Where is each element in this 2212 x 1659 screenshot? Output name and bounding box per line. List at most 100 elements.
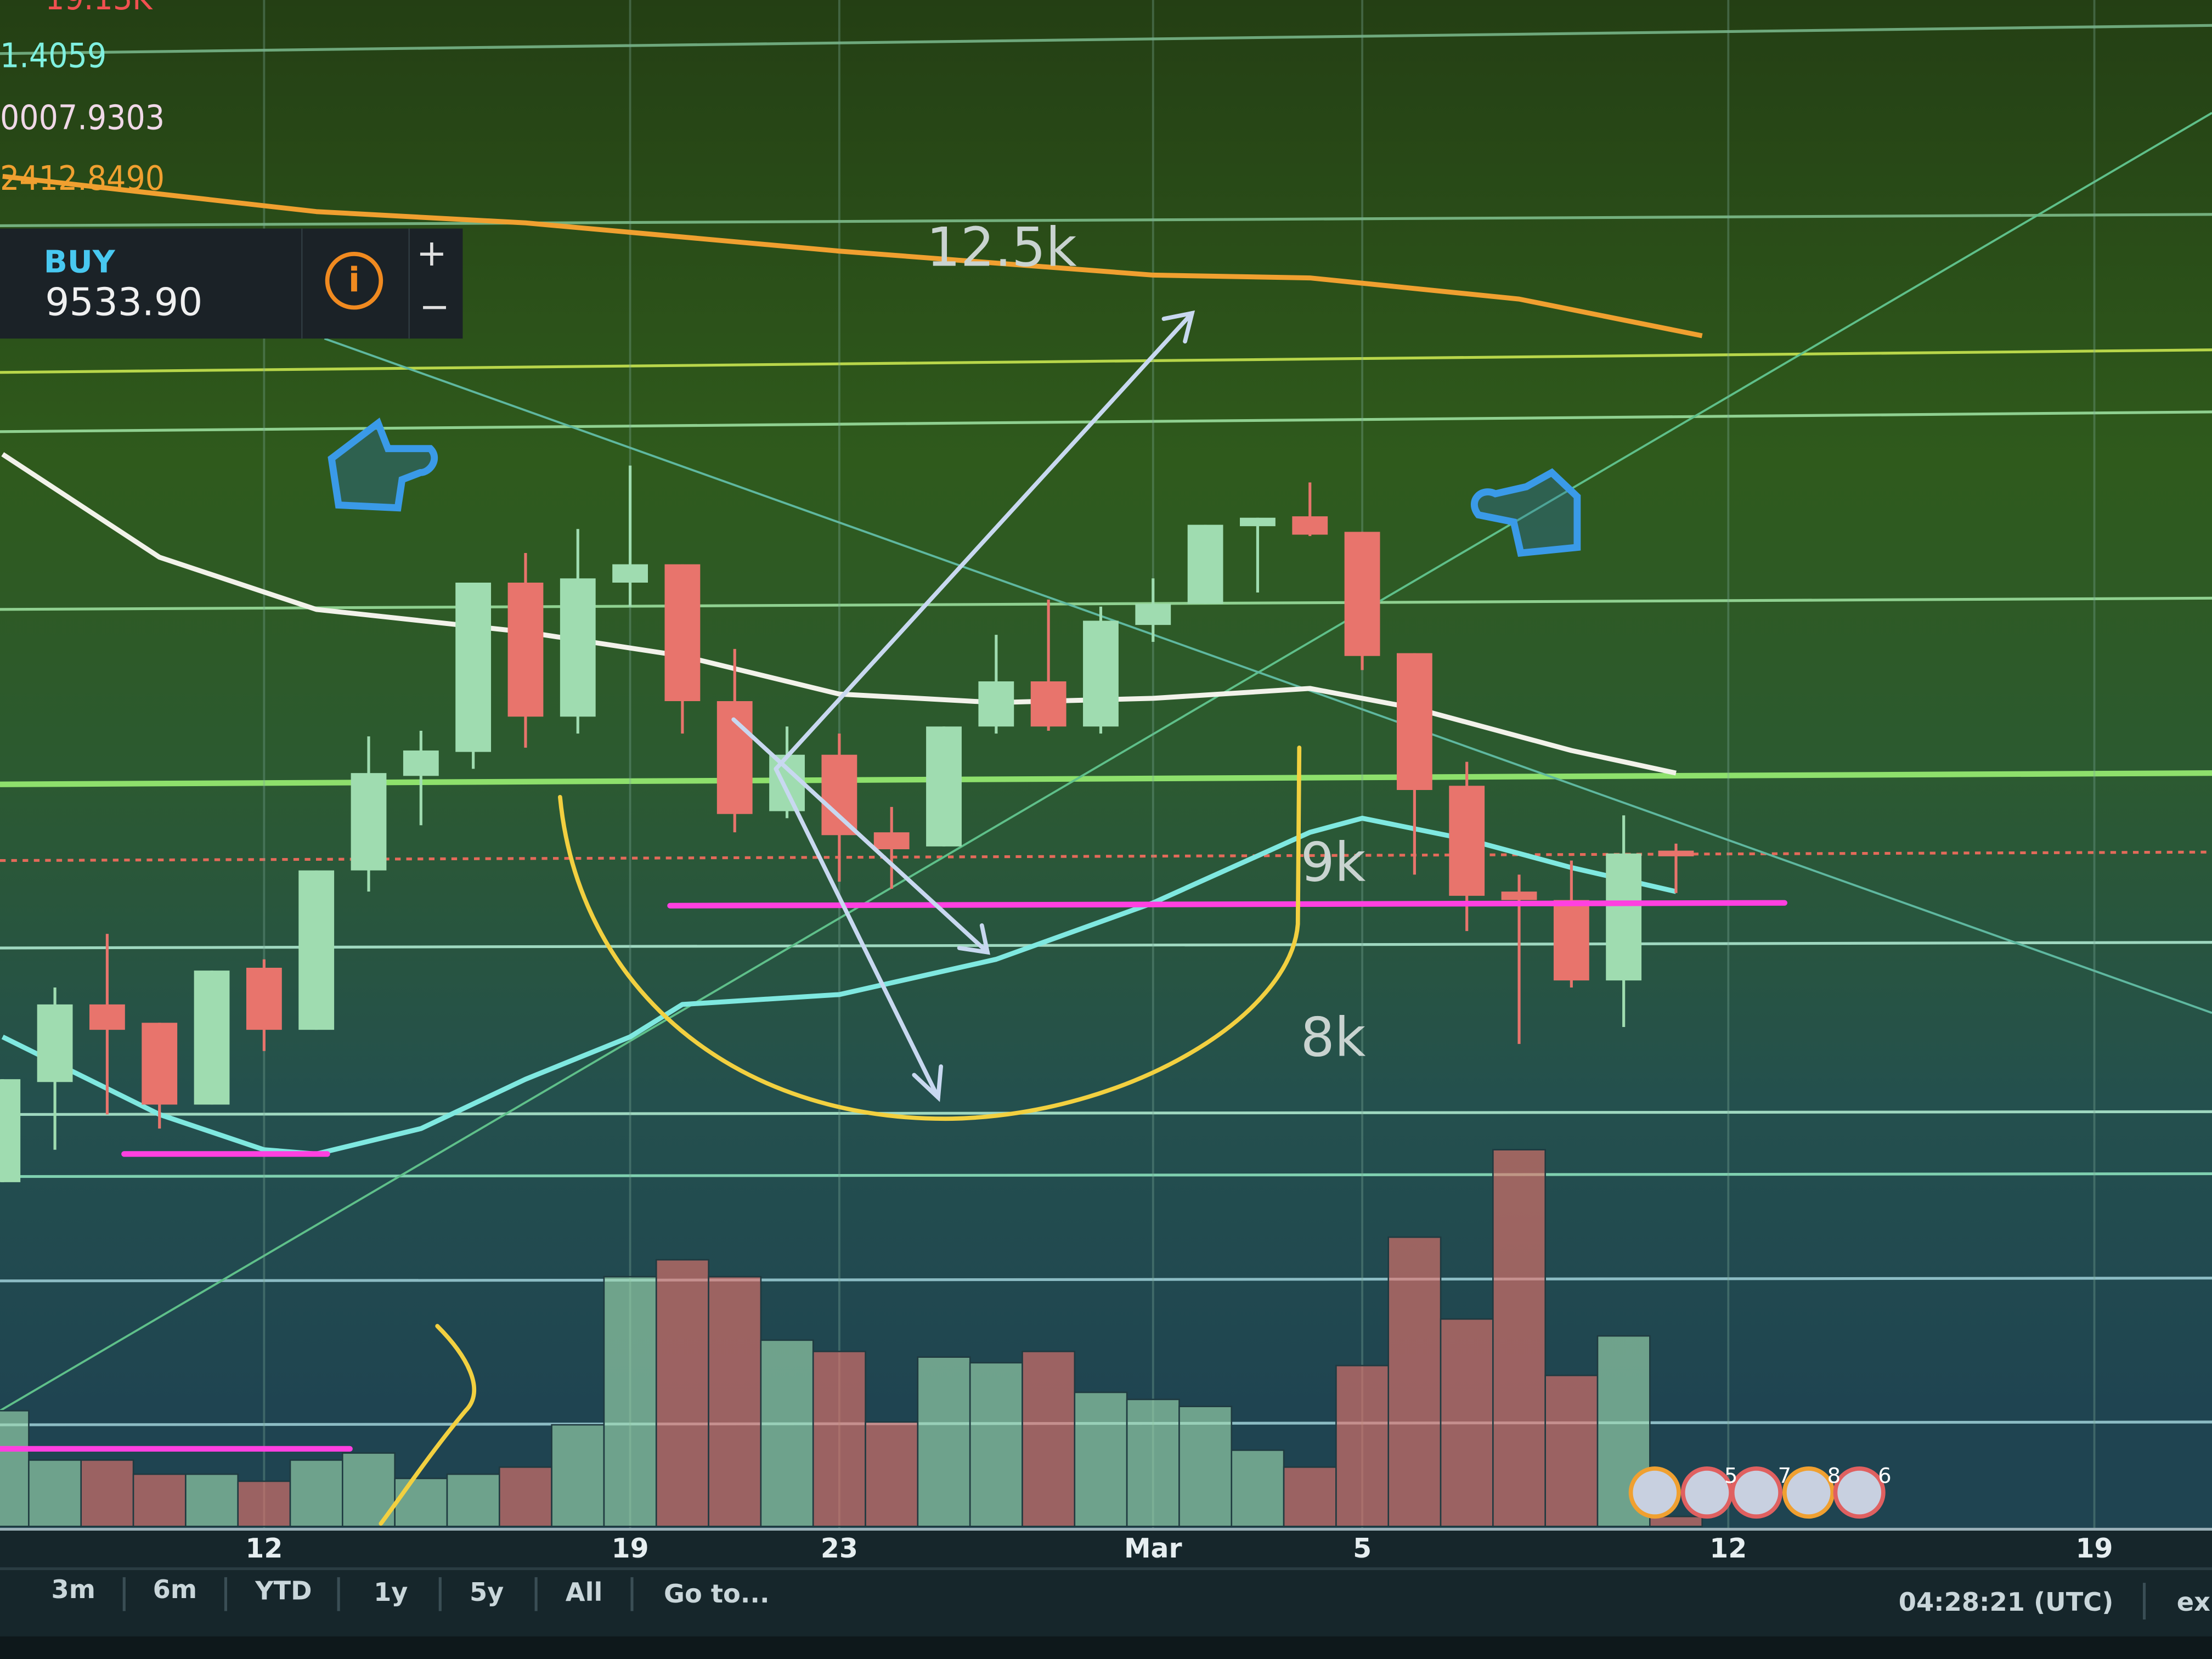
guide-line — [0, 941, 2212, 950]
order-side[interactable]: BUY — [44, 244, 116, 280]
info-icon: i — [348, 260, 360, 300]
candle-body — [1501, 891, 1537, 900]
arrow-head — [1161, 310, 1195, 344]
candle-body — [1396, 653, 1432, 790]
guide-line — [0, 1277, 2212, 1283]
candle-body — [1553, 900, 1589, 981]
candle-body — [455, 583, 492, 752]
volume-bar — [1074, 1391, 1128, 1527]
order-panel-box — [0, 228, 463, 339]
volume-bar — [0, 1410, 30, 1527]
moving-average — [1, 452, 1677, 776]
order-price: 9533.90 — [45, 280, 202, 324]
arrow-head — [957, 923, 990, 955]
arrow-head — [912, 1064, 944, 1102]
candle-body — [507, 583, 544, 717]
horizontal-lines — [0, 24, 2212, 1426]
candle-body — [612, 564, 648, 583]
candle-body — [1187, 524, 1223, 604]
candle-body — [1449, 786, 1485, 896]
guide-line — [0, 1110, 2212, 1116]
x-tick-label: 12 — [245, 1533, 283, 1564]
arrows — [731, 310, 1195, 1102]
guide-line — [0, 348, 2212, 374]
event-badges: 5 7 8 6 — [1628, 1464, 1892, 1519]
range-button[interactable]: 1y — [374, 1577, 408, 1607]
candle-body — [1606, 853, 1642, 981]
x-tick-label: 19 — [612, 1533, 649, 1564]
volume-bar — [185, 1473, 239, 1527]
trend-line — [0, 112, 2212, 1412]
indicator-value: 1.4059 — [0, 36, 106, 76]
volume-bar — [551, 1424, 605, 1527]
volume-bar — [603, 1276, 657, 1527]
range-button[interactable]: Go to... — [664, 1579, 770, 1609]
yellow-arc — [558, 746, 1302, 1121]
volume-bar — [1231, 1449, 1285, 1527]
volume-bar — [708, 1276, 762, 1527]
arrow — [774, 766, 940, 1100]
drawings — [0, 310, 1788, 1526]
range-button[interactable]: All — [566, 1577, 603, 1607]
range-button[interactable]: YTD — [255, 1576, 312, 1606]
range-button[interactable]: 6m — [153, 1575, 197, 1604]
volume-bar — [760, 1339, 814, 1527]
event-badge[interactable] — [1628, 1466, 1681, 1519]
event-badge[interactable] — [1782, 1466, 1835, 1519]
volume-bar — [1022, 1351, 1076, 1527]
hand-icon — [1471, 468, 1581, 557]
volume-bar — [1492, 1149, 1546, 1527]
volume-bar — [1178, 1406, 1233, 1527]
volume-bar — [812, 1351, 866, 1527]
volume-bar — [1126, 1398, 1180, 1527]
range-button[interactable]: 3m — [52, 1575, 95, 1604]
candle-body — [978, 681, 1014, 727]
badge-count: 5 — [1724, 1464, 1738, 1488]
badge-count: 8 — [1827, 1464, 1841, 1488]
order-panel: BUY 9533.90 i + − — [0, 228, 463, 339]
cut-label: ex — [2177, 1587, 2210, 1617]
x-tick-label: 12 — [1709, 1533, 1747, 1564]
candle-body — [1030, 681, 1066, 727]
candle-body — [194, 970, 230, 1105]
volume-bar — [655, 1259, 709, 1527]
candle-body — [1658, 850, 1694, 856]
volume-bar — [969, 1362, 1023, 1527]
candle-body — [37, 1004, 73, 1082]
event-badge[interactable] — [1833, 1466, 1886, 1519]
volume-bar — [1335, 1364, 1390, 1527]
zoom-in[interactable]: + — [416, 232, 447, 274]
guide-line — [0, 596, 2212, 611]
candles — [0, 465, 1694, 1182]
event-badge[interactable] — [1730, 1466, 1782, 1519]
indicator-value: 19.13K — [45, 0, 153, 18]
volume-bar — [237, 1480, 291, 1527]
indicator-value: 0007.9303 — [0, 98, 165, 138]
badge-count: 7 — [1778, 1464, 1792, 1488]
x-tick-label: Mar — [1124, 1533, 1182, 1564]
footer — [0, 1636, 2212, 1659]
volume-bar — [289, 1459, 343, 1527]
candle-body — [1240, 517, 1276, 527]
candle-body — [769, 754, 805, 811]
candle-body — [89, 1004, 125, 1030]
candle-body — [821, 754, 857, 836]
price-line — [0, 850, 2212, 862]
guide-line — [0, 24, 2212, 55]
hand-icon — [328, 417, 438, 512]
volume-bar — [499, 1466, 552, 1527]
x-tick-label: 23 — [821, 1533, 858, 1564]
guide-line — [0, 1172, 2212, 1178]
candle-body — [1135, 603, 1171, 625]
volume-bar — [80, 1459, 134, 1527]
info-button[interactable] — [325, 252, 383, 310]
volume-bars — [0, 1149, 1703, 1527]
trend-line — [324, 337, 2212, 1014]
range-button[interactable]: 5y — [470, 1577, 504, 1607]
volume-bar — [1649, 1516, 1703, 1527]
candle-body — [351, 773, 387, 871]
zoom-out[interactable]: − — [419, 285, 450, 328]
guide-line — [0, 213, 2212, 227]
arrow — [731, 717, 990, 955]
